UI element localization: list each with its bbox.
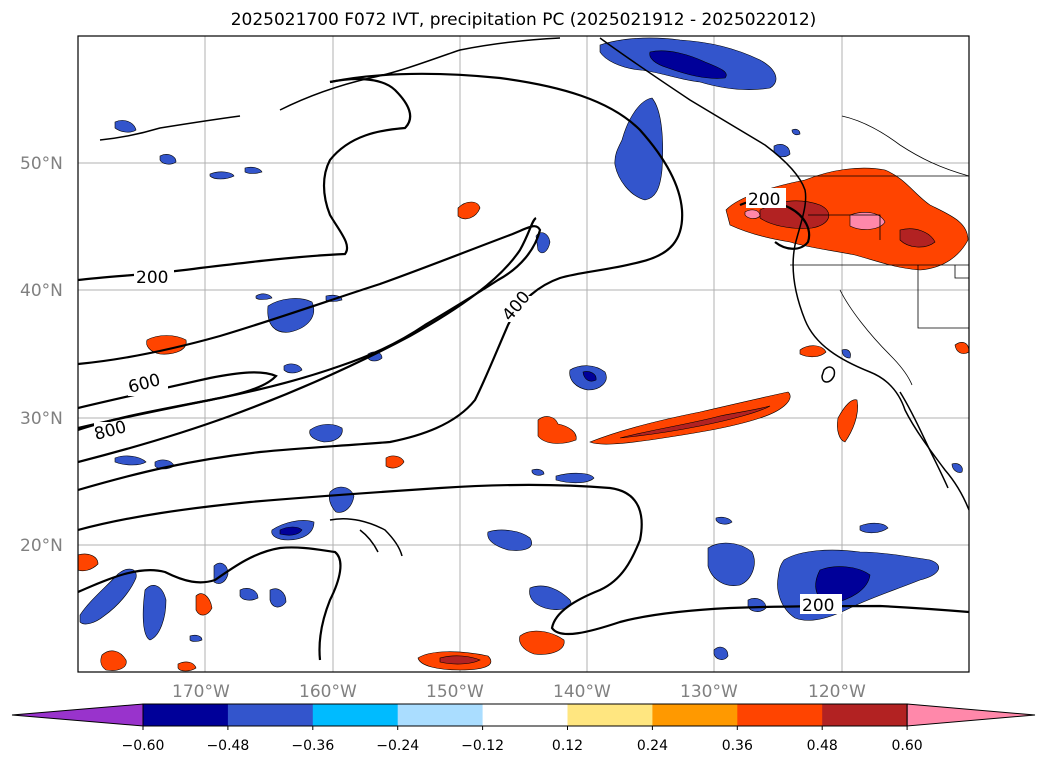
coastlines — [99, 37, 969, 557]
longitude-labels: 170°W 160°W 150°W 140°W 130°W 120°W — [172, 682, 866, 702]
colorbar-tick-label: 0.48 — [807, 738, 838, 754]
colorbar-tick-label: 0.60 — [892, 738, 923, 754]
colorbar-segment — [143, 704, 229, 726]
colorbar-segment — [737, 704, 823, 726]
lat-label-20n: 20°N — [20, 536, 63, 556]
colorbar-segment — [312, 704, 399, 726]
colorbar: −0.60 −0.48 −0.36 −0.24 −0.12 0.12 0.24 0.36 0.4… — [11, 703, 1036, 754]
contour-label-bg — [502, 296, 538, 322]
contour-label-200-south: 200 — [802, 596, 834, 616]
lon-label-130w: 130°W — [680, 682, 738, 702]
lat-label-30n: 30°N — [20, 409, 63, 429]
map-title: 2025021700 F072 IVT, precipitation PC (2… — [230, 10, 817, 30]
colorbar-tick-label: −0.48 — [206, 738, 249, 754]
lon-label-170w: 170°W — [172, 682, 230, 702]
colorbar-segment — [822, 704, 908, 726]
contour-label-bg — [746, 188, 786, 208]
colorbar-border — [142, 703, 908, 727]
colorbar-tick-label: 0.12 — [552, 738, 583, 754]
contour-label-200-east: 200 — [748, 190, 780, 210]
contour-label-200-west: 200 — [136, 268, 168, 288]
colorbar-segment — [567, 704, 653, 726]
colorbar-segment — [397, 704, 484, 726]
lon-label-140w: 140°W — [553, 682, 611, 702]
contour-labels: 200 600 800 400 200 200 — [92, 188, 842, 616]
contour-label-bg — [94, 422, 134, 442]
lat-label-40n: 40°N — [20, 281, 63, 301]
precip-negative — [79, 37, 963, 660]
contour-label-bg — [800, 594, 842, 614]
lon-label-150w: 150°W — [426, 682, 484, 702]
map-frame — [77, 35, 970, 673]
colorbar-tick-label: 0.36 — [722, 738, 753, 754]
borders — [790, 115, 969, 386]
colorbar-tick-label: −0.12 — [461, 738, 504, 754]
colorbar-segment — [482, 704, 568, 726]
colorbar-tick-label: −0.24 — [376, 738, 419, 754]
colorbar-tick-label: −0.60 — [122, 738, 165, 754]
lon-label-160w: 160°W — [299, 682, 357, 702]
lon-label-120w: 120°W — [808, 682, 866, 702]
colorbar-segment — [227, 704, 314, 726]
colorbar-tick-label: 0.24 — [637, 738, 668, 754]
colorbar-tick-label: −0.36 — [291, 738, 334, 754]
contour-label-bg — [134, 266, 174, 286]
contour-label-bg — [128, 376, 168, 396]
colorbar-extend-low — [11, 703, 144, 727]
latitude-labels: 50°N 40°N 30°N 20°N — [20, 154, 63, 556]
colorbar-segment — [652, 704, 738, 726]
lat-label-50n: 50°N — [20, 154, 63, 174]
colorbar-extend-high — [906, 703, 1036, 727]
